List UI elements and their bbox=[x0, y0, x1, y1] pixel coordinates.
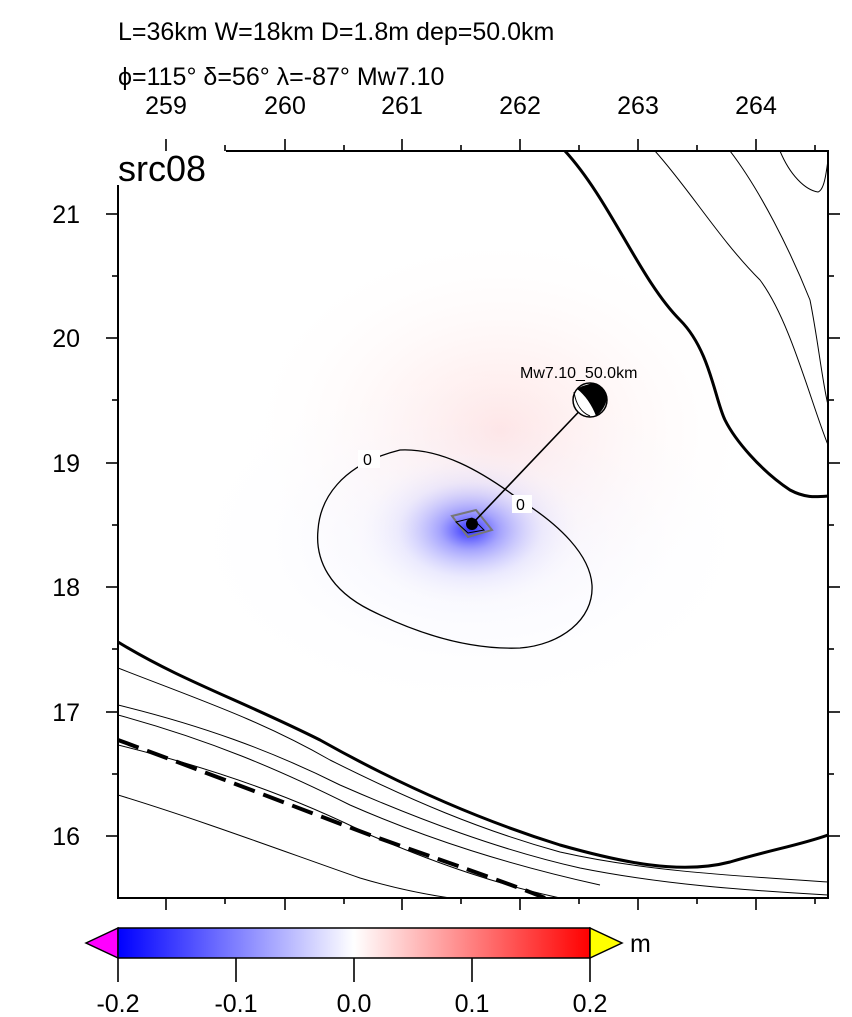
longitude-labels: 259 260 261 262 263 264 bbox=[145, 92, 777, 120]
colorbar-tick-label: -0.2 bbox=[96, 990, 139, 1017]
panel-label: src08 bbox=[118, 148, 206, 189]
latitude-label: 16 bbox=[52, 823, 80, 851]
colorbar-under-triangle bbox=[84, 926, 119, 960]
bathymetry-contour-n3 bbox=[779, 151, 828, 193]
coastline-north bbox=[563, 151, 828, 499]
latitude-labels: 21 20 19 18 17 16 bbox=[52, 201, 80, 851]
coastlines bbox=[118, 151, 828, 898]
beachball-label: Mw7.10_50.0km bbox=[520, 365, 637, 382]
longitude-label: 260 bbox=[264, 92, 306, 120]
focal-mechanism-beachball bbox=[572, 382, 608, 418]
coastline-south bbox=[118, 640, 828, 869]
longitude-label: 263 bbox=[617, 92, 659, 120]
contour-label-zero: 0 bbox=[363, 452, 372, 469]
contour-label-zero: 0 bbox=[516, 497, 525, 514]
latitude-label: 18 bbox=[52, 574, 80, 602]
colorbar-tick-label: -0.1 bbox=[214, 990, 257, 1017]
bathymetry-contour-s2 bbox=[118, 704, 828, 896]
latitude-label: 19 bbox=[52, 450, 80, 478]
longitude-label: 259 bbox=[145, 92, 187, 120]
longitude-label: 261 bbox=[381, 92, 423, 120]
colorbar-unit: m bbox=[630, 930, 651, 958]
source-parameters-title: L=36km W=18km D=1.8m dep=50.0km bbox=[118, 18, 555, 46]
colorbar-tick-label: 0.0 bbox=[337, 990, 372, 1017]
bathymetry-contour-n2 bbox=[729, 151, 828, 406]
bathymetry-contour-s3 bbox=[118, 714, 601, 886]
colorbar-over-triangle bbox=[589, 926, 624, 960]
colorbar-tick-label: 0.2 bbox=[573, 990, 608, 1017]
trench-line bbox=[118, 738, 546, 898]
longitude-label: 262 bbox=[499, 92, 541, 120]
colorbar-tick-label: 0.1 bbox=[455, 990, 490, 1017]
colorbar-gradient bbox=[117, 927, 591, 959]
bathymetry-contour-n1 bbox=[654, 151, 828, 446]
latitude-label: 21 bbox=[52, 201, 80, 229]
beachball-connector-line bbox=[471, 399, 591, 525]
epicenter-marker bbox=[466, 518, 478, 530]
fault-plane-outline bbox=[450, 508, 494, 539]
latitude-label: 17 bbox=[52, 699, 80, 727]
panel-label-background bbox=[110, 143, 226, 185]
bathymetry-contour-s1 bbox=[118, 667, 828, 883]
colorbar: -0.2 -0.1 0.0 0.1 0.2 m bbox=[84, 926, 651, 1017]
axis-ticks bbox=[106, 139, 840, 910]
zero-contour: 0 0 bbox=[316, 449, 593, 649]
deformation-shading bbox=[170, 230, 770, 720]
focal-mechanism-title: ϕ=115° δ=56° λ=-87° Mw7.10 bbox=[118, 63, 445, 91]
longitude-label: 264 bbox=[735, 92, 777, 120]
bathymetry-contour-s5 bbox=[118, 794, 451, 898]
latitude-label: 20 bbox=[52, 325, 80, 353]
